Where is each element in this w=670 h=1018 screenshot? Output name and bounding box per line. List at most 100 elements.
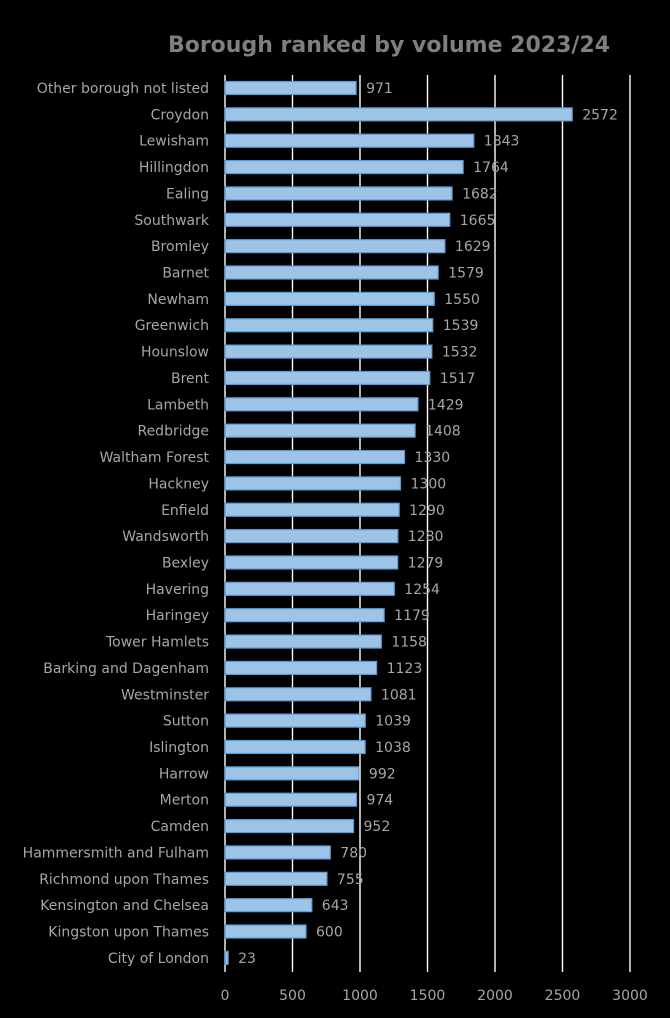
category-label: Merton [160, 793, 209, 809]
data-label: 1550 [444, 292, 480, 308]
data-label: 1408 [425, 424, 461, 440]
x-tick-label: 500 [279, 988, 306, 1004]
data-label: 1429 [428, 397, 464, 413]
data-label: 1039 [375, 714, 411, 730]
category-label: Hillingdon [139, 160, 209, 176]
bars [224, 80, 573, 965]
category-label: Islington [149, 740, 209, 756]
data-label: 952 [364, 819, 391, 835]
labels: Other borough not listed 971 Croydon 2572 Le… [23, 81, 618, 967]
category-label: Enfield [161, 503, 209, 519]
category-label: Bexley [162, 555, 209, 571]
bar [224, 186, 453, 201]
bar [224, 133, 475, 148]
x-tick-label: 0 [221, 988, 230, 1004]
category-label: Newham [147, 292, 209, 308]
bar [224, 608, 385, 623]
data-label: 1290 [409, 503, 445, 519]
bar [224, 423, 416, 438]
category-label: Wandsworth [122, 529, 209, 545]
category-label: Haringey [146, 608, 209, 624]
category-label: Hounslow [141, 345, 209, 361]
bar [224, 660, 378, 676]
category-label: Ealing [166, 186, 209, 202]
bar [224, 950, 229, 965]
data-label: 1539 [443, 318, 479, 334]
category-label: Waltham Forest [100, 450, 210, 466]
data-label: 1038 [375, 740, 411, 756]
bar [224, 344, 433, 359]
bar [224, 581, 395, 596]
category-label: Richmond upon Thames [39, 872, 209, 888]
bar [224, 265, 439, 280]
x-tick-label: 2000 [477, 988, 513, 1004]
x-axis-ticks: 0 500 1000 1500 2000 2500 3000 [221, 988, 648, 1004]
category-label: Barking and Dagenham [43, 661, 209, 677]
category-label: Lambeth [147, 397, 209, 413]
category-label: Kingston upon Thames [48, 925, 209, 941]
bar [224, 397, 419, 412]
bar [224, 159, 464, 175]
data-label: 2572 [582, 107, 618, 123]
bar [224, 107, 573, 122]
category-label: Lewisham [139, 134, 209, 150]
category-label: Southwark [134, 213, 209, 229]
bar [224, 792, 358, 807]
category-label: Hammersmith and Fulham [23, 845, 209, 861]
bar [224, 449, 406, 465]
bar [224, 845, 331, 860]
bar [224, 924, 307, 939]
data-label: 1279 [408, 555, 444, 571]
bar [224, 239, 446, 254]
data-label: 1665 [460, 213, 496, 229]
category-label: Havering [146, 582, 209, 598]
category-label: Other borough not listed [37, 81, 209, 97]
data-label: 1629 [455, 239, 491, 255]
data-label: 600 [316, 925, 343, 941]
bar [224, 476, 402, 491]
data-label: 1682 [462, 186, 498, 202]
category-label: City of London [108, 951, 209, 967]
category-label: Croydon [151, 107, 209, 123]
category-label: Greenwich [135, 318, 209, 334]
category-label: Westminster [121, 687, 209, 703]
category-label: Tower Hamlets [105, 635, 209, 651]
bar [224, 739, 366, 755]
bar [224, 871, 328, 886]
category-label: Bromley [151, 239, 209, 255]
bar [224, 529, 399, 544]
data-label: 1179 [394, 608, 430, 624]
bar [224, 634, 382, 649]
data-label: 971 [366, 81, 393, 97]
data-label: 1158 [391, 635, 427, 651]
x-tick-label: 2500 [545, 988, 581, 1004]
x-tick-label: 1000 [342, 988, 378, 1004]
bar [224, 502, 400, 517]
bar [224, 766, 360, 781]
data-label: 1280 [408, 529, 444, 545]
category-label: Camden [151, 819, 209, 835]
bar [224, 713, 366, 728]
bar [224, 687, 372, 702]
bar [224, 291, 435, 306]
data-label: 1123 [387, 661, 423, 677]
category-label: Kensington and Chelsea [40, 898, 209, 914]
data-label: 1532 [442, 345, 478, 361]
data-label: 1254 [404, 582, 440, 598]
data-label: 1081 [381, 687, 417, 703]
category-label: Brent [171, 371, 210, 387]
data-label: 1579 [448, 266, 484, 282]
category-label: Harrow [159, 766, 209, 782]
bar [224, 212, 451, 227]
bar [224, 898, 313, 913]
bar [224, 818, 355, 834]
data-label: 23 [238, 951, 256, 967]
category-label: Redbridge [137, 424, 209, 440]
data-label: 1764 [473, 160, 509, 176]
chart-title: Borough ranked by volume 2023/24 [168, 33, 610, 58]
data-label: 1330 [415, 450, 451, 466]
data-label: 780 [340, 845, 367, 861]
x-tick-label: 1500 [410, 988, 446, 1004]
